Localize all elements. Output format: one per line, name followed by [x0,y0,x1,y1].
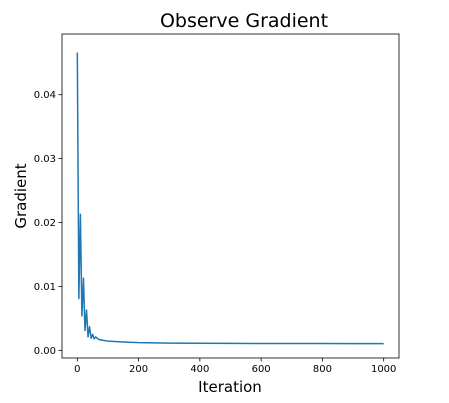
x-tick-label: 800 [313,364,332,375]
y-tick-label: 0.04 [34,90,56,101]
x-tick-label: 200 [129,364,148,375]
y-axis-label: Gradient [12,163,30,228]
y-tick-label: 0.01 [34,282,56,293]
axes-frame [61,33,400,359]
x-tick-label: 0 [74,364,80,375]
plot-area [76,52,384,345]
x-tick-label: 600 [252,364,271,375]
series-line-0 [76,52,384,345]
y-axis-ticks: 0.00 0.01 0.02 0.03 0.04 [34,90,62,357]
y-tick-label: 0.02 [34,218,56,229]
y-tick-label: 0.00 [34,346,56,357]
x-axis-label: Iteration [198,378,262,396]
x-tick-label: 400 [190,364,209,375]
x-axis-ticks: 0 200 400 600 800 1000 [74,358,396,375]
chart-title: Observe Gradient [160,10,328,32]
x-tick-label: 1000 [371,364,396,375]
y-tick-label: 0.03 [34,154,56,165]
